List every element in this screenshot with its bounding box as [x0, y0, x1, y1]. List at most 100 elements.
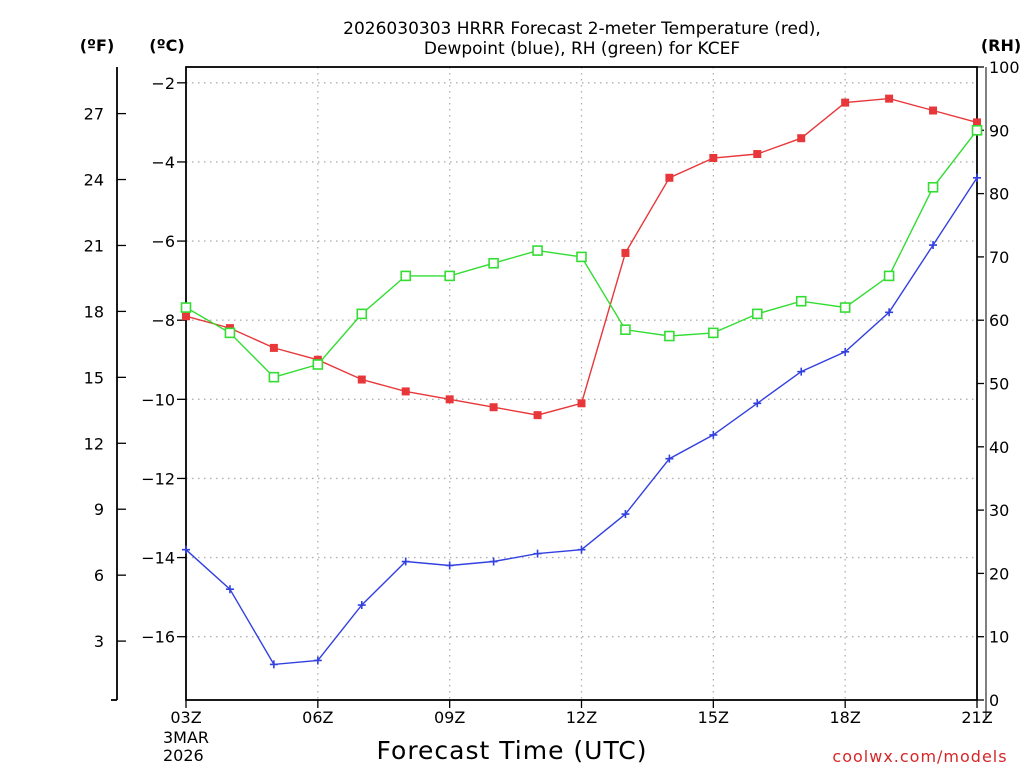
- fahrenheit-tick-label: 18: [84, 302, 104, 321]
- rh-point: [751, 308, 763, 320]
- date-label-year: 2026: [163, 746, 204, 765]
- fahrenheit-tick-label: 3: [94, 632, 104, 651]
- dewpoint-point: [357, 601, 366, 610]
- temperature-point: [533, 411, 542, 420]
- fahrenheit-tick-label: 12: [84, 434, 104, 453]
- x-tick-label-18Z: 18Z: [830, 708, 861, 727]
- temperature-point: [269, 343, 278, 352]
- fahrenheit-tick-label: 24: [84, 171, 104, 190]
- rh-tick-label: 80: [989, 185, 1009, 204]
- fahrenheit-tick-label: 27: [84, 105, 104, 124]
- temperature-point: [709, 153, 718, 162]
- temperature-point: [401, 387, 410, 396]
- dewpoint-point: [225, 585, 234, 594]
- dewpoint-point: [269, 660, 278, 669]
- rh-point: [927, 181, 939, 193]
- dewpoint-point: [489, 557, 498, 566]
- temperature-point: [885, 94, 894, 103]
- rh-point: [444, 270, 455, 282]
- rh-unit-label: (RH): [981, 36, 1021, 55]
- temperature-point: [753, 150, 762, 159]
- fahrenheit-tick-label: 21: [84, 236, 104, 255]
- dewpoint-point: [709, 430, 718, 439]
- x-tick-label-21Z: 21Z: [961, 708, 992, 727]
- rh-point: [488, 257, 499, 269]
- temperature-point: [797, 134, 806, 143]
- rh-tick-label: 70: [989, 248, 1009, 267]
- x-axis-title: Forecast Time (UTC): [377, 736, 648, 765]
- dewpoint-point: [313, 656, 322, 665]
- series-lines: [180, 94, 983, 669]
- rh-point: [708, 327, 719, 339]
- fahrenheit-tick-label: 15: [84, 368, 104, 387]
- rh-point: [400, 270, 412, 282]
- rh-point: [971, 125, 983, 136]
- x-tick-label-12Z: 12Z: [566, 708, 597, 727]
- temperature-point: [577, 399, 586, 408]
- dewpoint-point: [621, 510, 630, 519]
- celsius-unit-label: (ºC): [149, 36, 184, 55]
- temperature-point: [973, 118, 981, 127]
- celsius-tick-label: −10: [141, 390, 175, 409]
- chart-title-line-2: Dewpoint (blue), RH (green) for KCEF: [424, 39, 740, 59]
- dewpoint-point: [929, 241, 938, 250]
- dewpoint-point: [445, 561, 454, 570]
- rh-tick-label: 50: [989, 375, 1009, 394]
- fahrenheit-tick-label: 9: [94, 500, 104, 519]
- rh-point: [795, 295, 807, 307]
- celsius-tick-label: −2: [151, 74, 175, 93]
- chart-title-line-1: 2026030303 HRRR Forecast 2-meter Tempera…: [343, 19, 821, 39]
- dewpoint-point: [533, 549, 542, 558]
- temperature-point: [445, 395, 454, 404]
- dewpoint-point: [797, 367, 806, 376]
- dewpoint-point: [577, 545, 586, 554]
- temperature-point: [621, 248, 630, 257]
- temperature-point: [841, 98, 850, 107]
- rh-point: [356, 308, 368, 320]
- rh-point: [620, 324, 631, 335]
- rh-point: [224, 327, 236, 339]
- dewpoint-point: [182, 545, 190, 554]
- x-tick-label-09Z: 09Z: [434, 708, 465, 727]
- celsius-tick-label: −14: [141, 549, 175, 568]
- rh-tick-label: 60: [989, 311, 1009, 330]
- dewpoint-point: [841, 347, 850, 356]
- fahrenheit-unit-label: (ºF): [80, 36, 115, 55]
- x-tick-label-15Z: 15Z: [698, 708, 729, 727]
- rh-tick-label: 20: [989, 564, 1009, 583]
- rh-tick-label: 30: [989, 501, 1009, 520]
- rh-point: [883, 270, 895, 282]
- rh-point: [312, 359, 324, 370]
- dewpoint-point: [885, 308, 894, 317]
- x-tick-label-06Z: 06Z: [302, 708, 333, 727]
- rh-tick-label: 0: [989, 691, 999, 710]
- rh-point: [180, 302, 192, 313]
- celsius-tick-label: −16: [141, 628, 175, 647]
- rh-point: [664, 330, 675, 342]
- celsius-tick-label: −4: [151, 153, 175, 172]
- temperature-point: [182, 312, 190, 321]
- temperature-point: [357, 375, 366, 384]
- rh-tick-label: 40: [989, 438, 1009, 457]
- rh-point: [532, 245, 543, 256]
- rh-tick-label: 10: [989, 628, 1009, 647]
- dewpoint-point: [973, 173, 981, 182]
- x-tick-label-03Z: 03Z: [170, 708, 201, 727]
- rh-tick-label: 100: [989, 58, 1020, 77]
- rh-point: [268, 371, 280, 383]
- dewpoint-point: [753, 399, 762, 408]
- tick-labels: 03Z 06Z 09Z 12Z 15Z 18Z 21Z −2 −4 −6 −8 −10 −12 −14 −1…: [84, 58, 1020, 727]
- grid-lines: [186, 67, 977, 700]
- temperature-point: [489, 403, 498, 412]
- rh-point: [839, 302, 851, 313]
- credit-text: coolwx.com/models: [832, 747, 1007, 766]
- celsius-tick-label: −6: [151, 232, 175, 251]
- rh-tick-label: 90: [989, 121, 1009, 140]
- temperature-point: [665, 173, 674, 182]
- temperature-point: [929, 106, 938, 115]
- rh-point: [576, 251, 587, 263]
- date-label-month: 3MAR: [163, 728, 209, 747]
- axes: [111, 66, 987, 720]
- dewpoint-point: [401, 557, 410, 566]
